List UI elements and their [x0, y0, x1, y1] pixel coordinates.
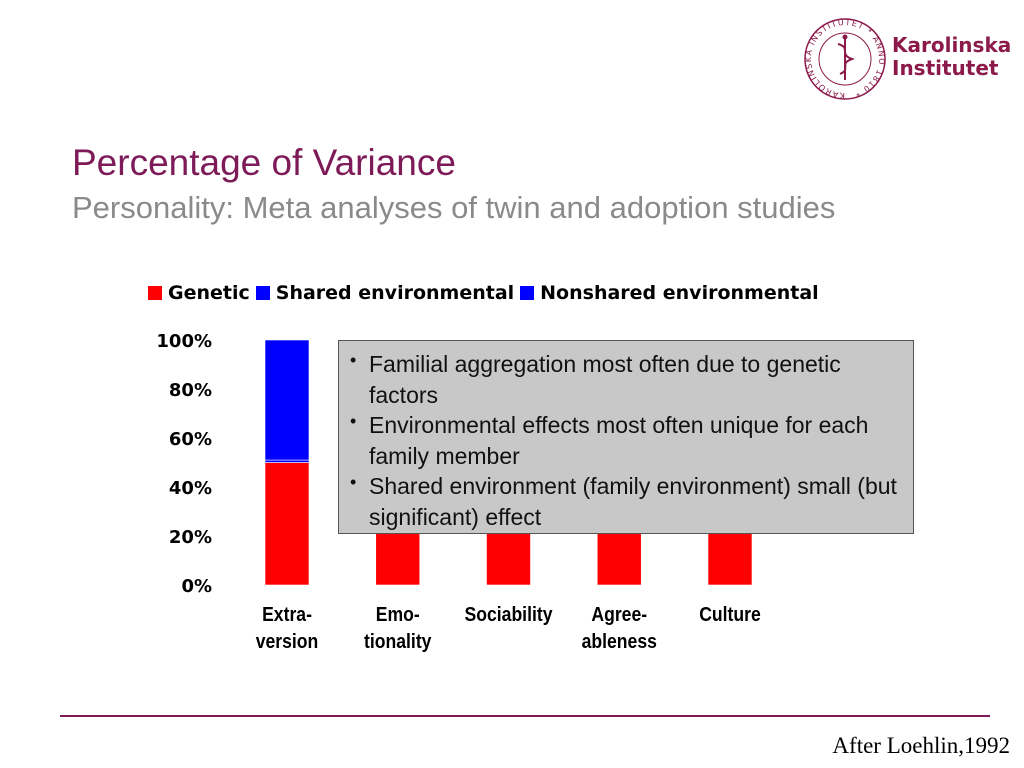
bar-segment	[264, 339, 310, 461]
x-category-label: version	[256, 630, 319, 652]
legend-swatch	[148, 286, 162, 300]
citation: After Loehlin,1992	[832, 733, 1010, 758]
logo-wordmark: Karolinska Institutet	[892, 34, 1011, 80]
karolinska-logo: KAROLINSKA INSTITUTET * ANNO 1810 * Karo…	[800, 16, 1011, 102]
x-category-label: Sociability	[465, 603, 553, 625]
x-category-label: Emo-	[376, 603, 420, 625]
chart-legend: Genetic Shared environmental Nonshared env…	[148, 282, 825, 304]
logo-line-1: Karolinska	[892, 33, 1012, 57]
legend-item: Nonshared environmental	[520, 282, 819, 304]
y-tick-label: 0%	[181, 576, 212, 597]
legend-label: Shared environmental	[275, 282, 515, 304]
karolinska-seal-icon: KAROLINSKA INSTITUTET * ANNO 1810 *	[804, 18, 886, 100]
callout-box: Familial aggregation most often due to g…	[338, 340, 914, 534]
legend-swatch	[520, 286, 535, 300]
y-tick-label: 20%	[169, 527, 212, 548]
callout-bullet: Familial aggregation most often due to g…	[347, 345, 905, 410]
callout-bullet-list: Familial aggregation most often due to g…	[347, 345, 905, 532]
legend-label: Genetic	[168, 282, 250, 304]
x-category-label: Extra-	[262, 603, 312, 625]
x-category-label: Culture	[699, 603, 761, 625]
x-category-label: tionality	[364, 630, 432, 652]
logo-line-2: Institutet	[892, 56, 999, 80]
y-tick-label: 100%	[156, 331, 212, 352]
y-tick-label: 40%	[169, 478, 212, 499]
callout-bullet: Environmental effects most often unique …	[347, 406, 905, 471]
legend-item: Shared environmental	[255, 282, 515, 304]
y-tick-label: 60%	[169, 429, 212, 450]
legend-label: Nonshared environmental	[540, 282, 819, 304]
page-title: Percentage of Variance	[72, 142, 456, 183]
y-tick-label: 80%	[169, 380, 212, 401]
bar-segment	[264, 462, 310, 586]
legend-swatch	[255, 286, 270, 300]
bar-segment	[264, 459, 310, 463]
x-category-label: Agree-	[591, 603, 647, 625]
x-category-label: ableness	[582, 630, 657, 652]
page-subtitle: Personality: Meta analyses of twin and a…	[72, 190, 836, 225]
footer-divider	[60, 715, 990, 717]
legend-item: Genetic	[148, 282, 250, 304]
callout-bullet: Shared environment (family environment) …	[347, 467, 905, 532]
